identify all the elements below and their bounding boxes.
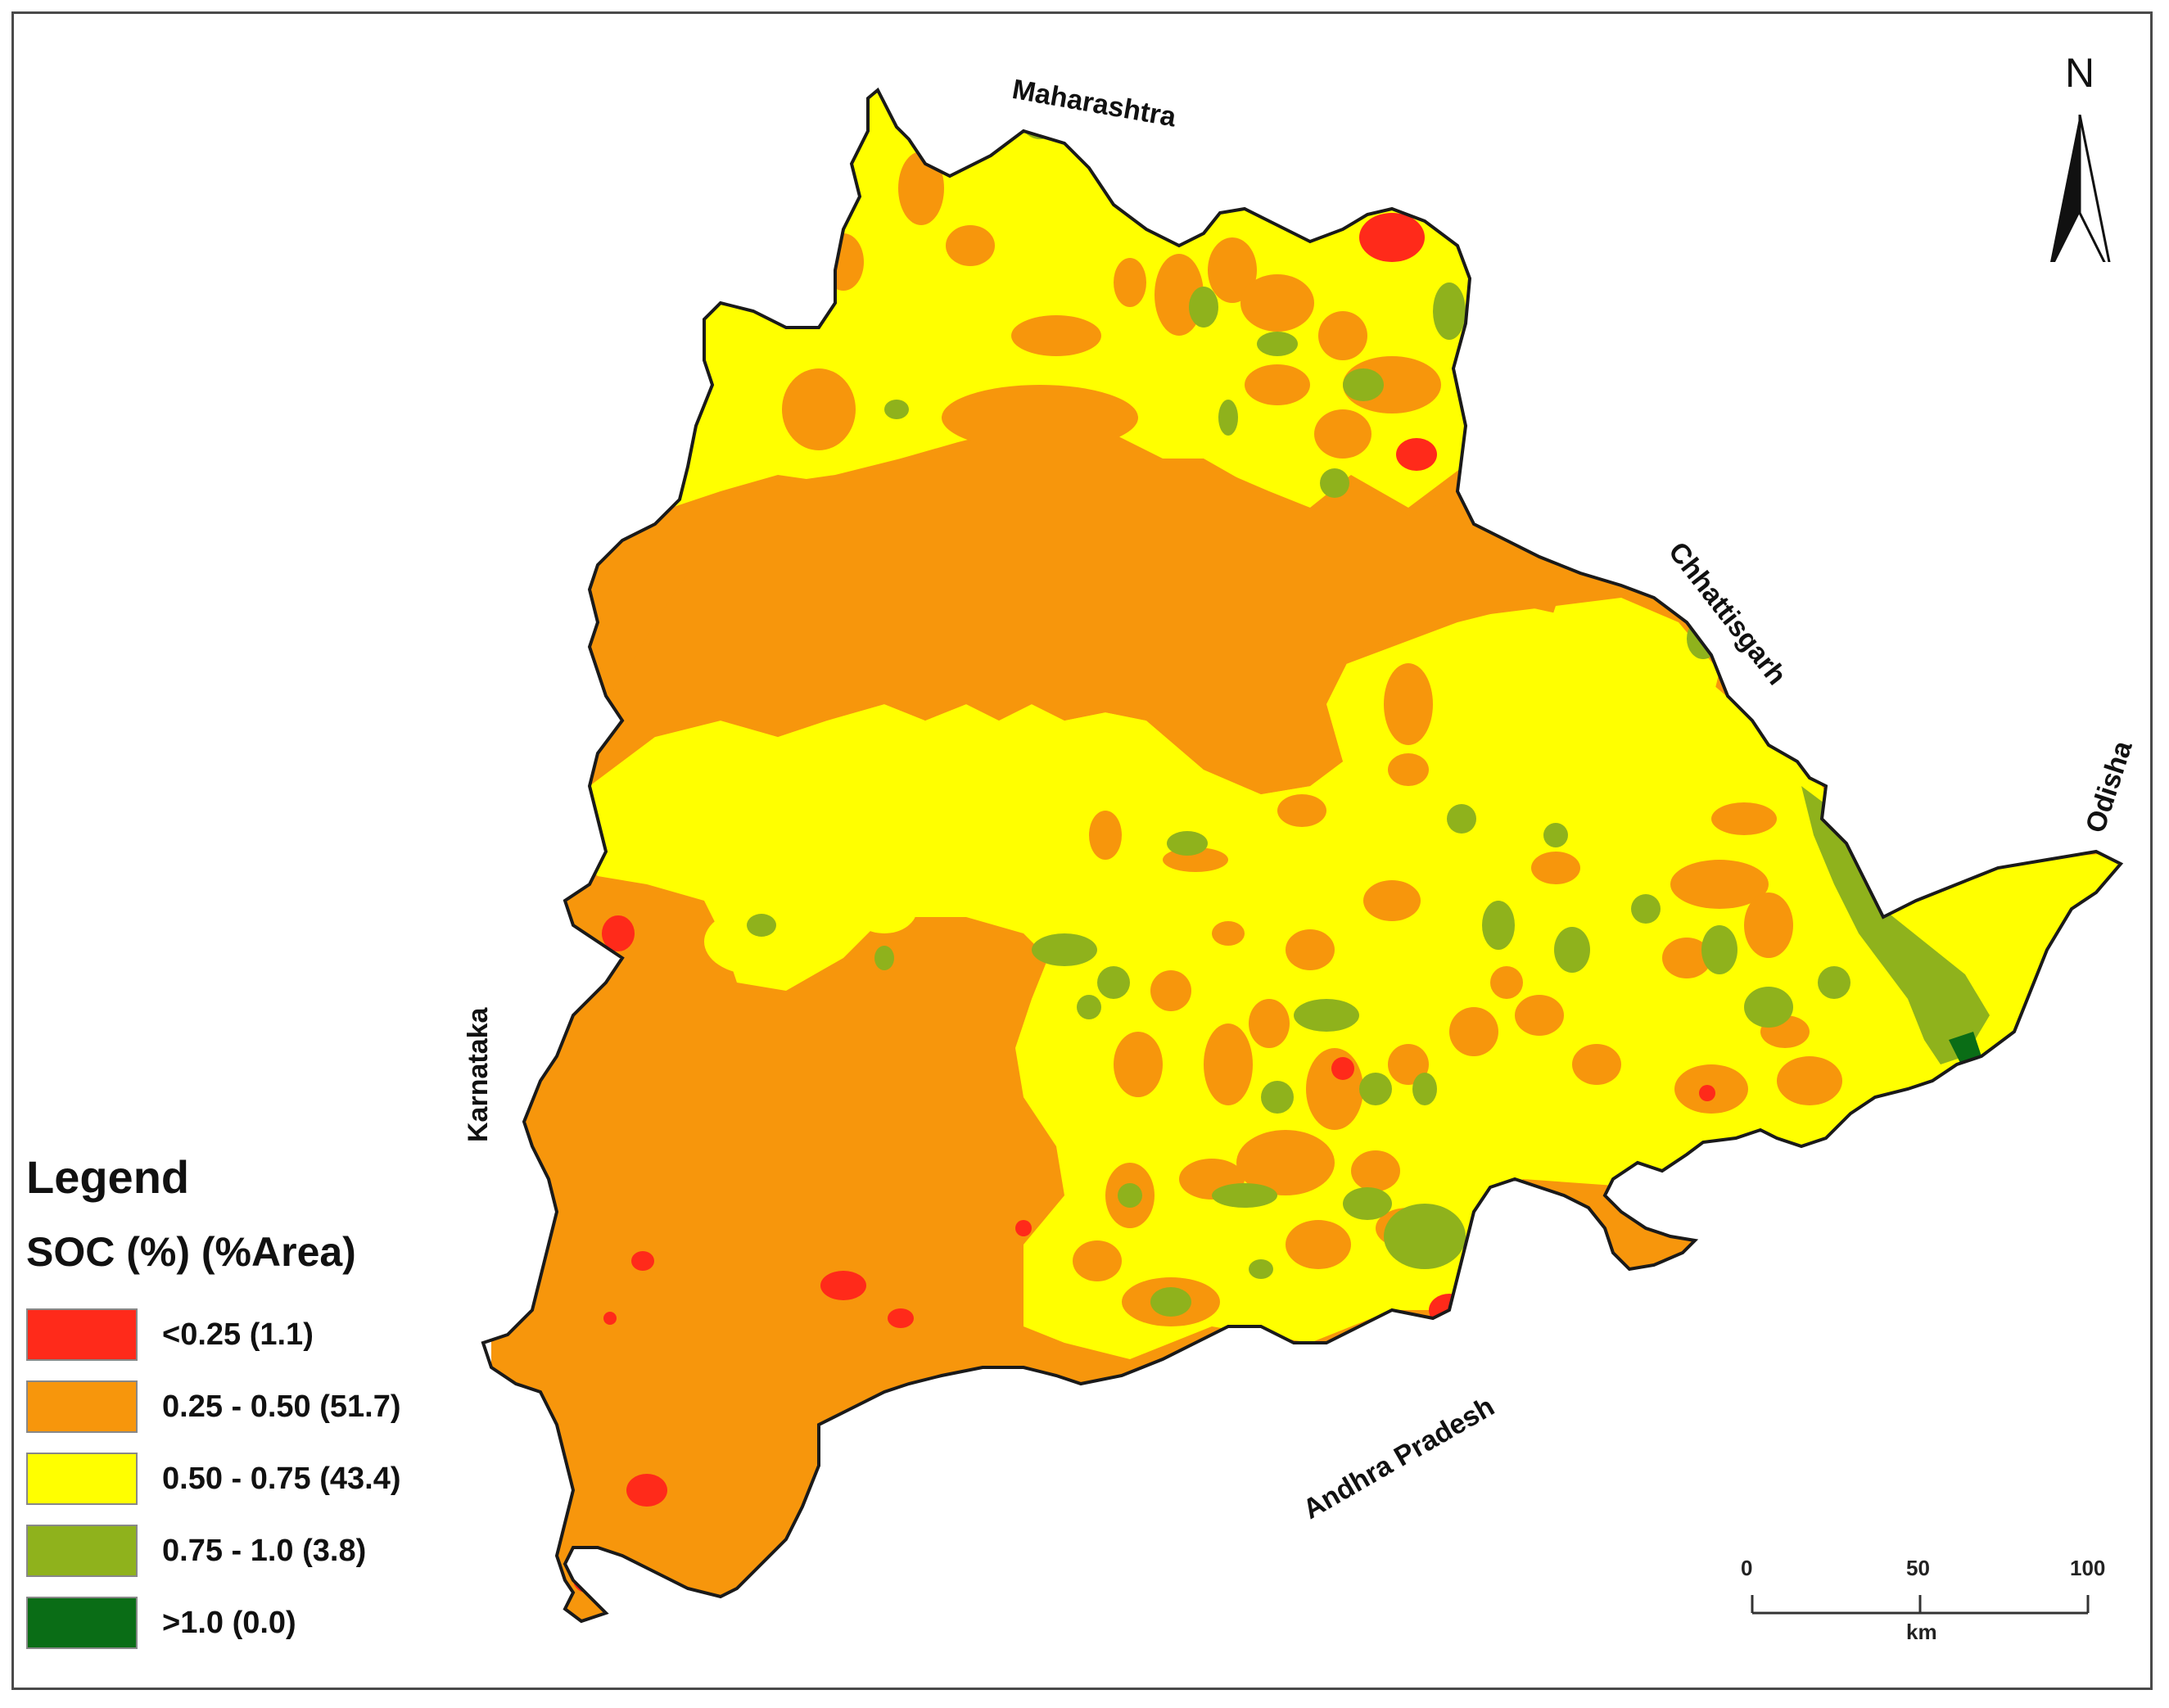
legend: Legend SOC (%) (%Area) <0.25 (1.1) 0.25 …: [26, 1150, 401, 1659]
legend-item: 0.50 - 0.75 (43.4): [26, 1443, 401, 1515]
soc-patches-low-center-east: [1073, 663, 1842, 1326]
scale-tick-label: 50: [1906, 1556, 1930, 1580]
legend-swatch: [26, 1308, 138, 1361]
legend-item-label: <0.25 (1.1): [162, 1317, 314, 1352]
north-arrow-right-half: [2078, 115, 2111, 262]
soc-zone-high-east-band: [1801, 786, 1990, 1064]
soc-zone-low-north-central: [573, 426, 1638, 794]
north-arrow: N: [2031, 49, 2145, 262]
north-arrow-icon: [2050, 115, 2111, 262]
scale-bar: 0 50 100 km: [1741, 1556, 2106, 1654]
scale-tick-label: 100: [2070, 1556, 2106, 1580]
legend-swatch: [26, 1380, 138, 1433]
legend-item-label: 0.25 - 0.50 (51.7): [162, 1389, 401, 1424]
legend-item: 0.25 - 0.50 (51.7): [26, 1371, 401, 1443]
north-arrow-label: N: [2065, 50, 2095, 96]
legend-title: Legend: [26, 1151, 190, 1203]
soc-zone-very-high-east: [1949, 1032, 1981, 1064]
label-karnataka: Karnataka: [463, 1007, 494, 1142]
scale-tick-label: 0: [1741, 1556, 1753, 1580]
scale-unit-label: km: [1906, 1620, 1937, 1644]
legend-swatch: [26, 1453, 138, 1505]
legend-items: <0.25 (1.1) 0.25 - 0.50 (51.7) 0.50 - 0.…: [26, 1299, 401, 1659]
soc-zone-medium-east-finger: [1539, 598, 1719, 786]
legend-item: >1.0 (0.0): [26, 1587, 401, 1659]
soc-patches-medium-in-low-center: [704, 761, 917, 974]
soc-raster-layer: [491, 90, 2121, 1621]
legend-item-label: >1.0 (0.0): [162, 1605, 296, 1640]
legend-item: 0.75 - 1.0 (3.8): [26, 1515, 401, 1587]
north-arrow-left-half: [2050, 115, 2080, 262]
scale-bar-line: [1751, 1595, 2090, 1615]
legend-item-label: 0.75 - 1.0 (3.8): [162, 1533, 367, 1568]
legend-subtitle: SOC (%) (%Area): [26, 1229, 356, 1275]
legend-item-label: 0.50 - 0.75 (43.4): [162, 1461, 401, 1496]
legend-swatch: [26, 1525, 138, 1577]
legend-swatch: [26, 1597, 138, 1649]
legend-item: <0.25 (1.1): [26, 1299, 401, 1371]
